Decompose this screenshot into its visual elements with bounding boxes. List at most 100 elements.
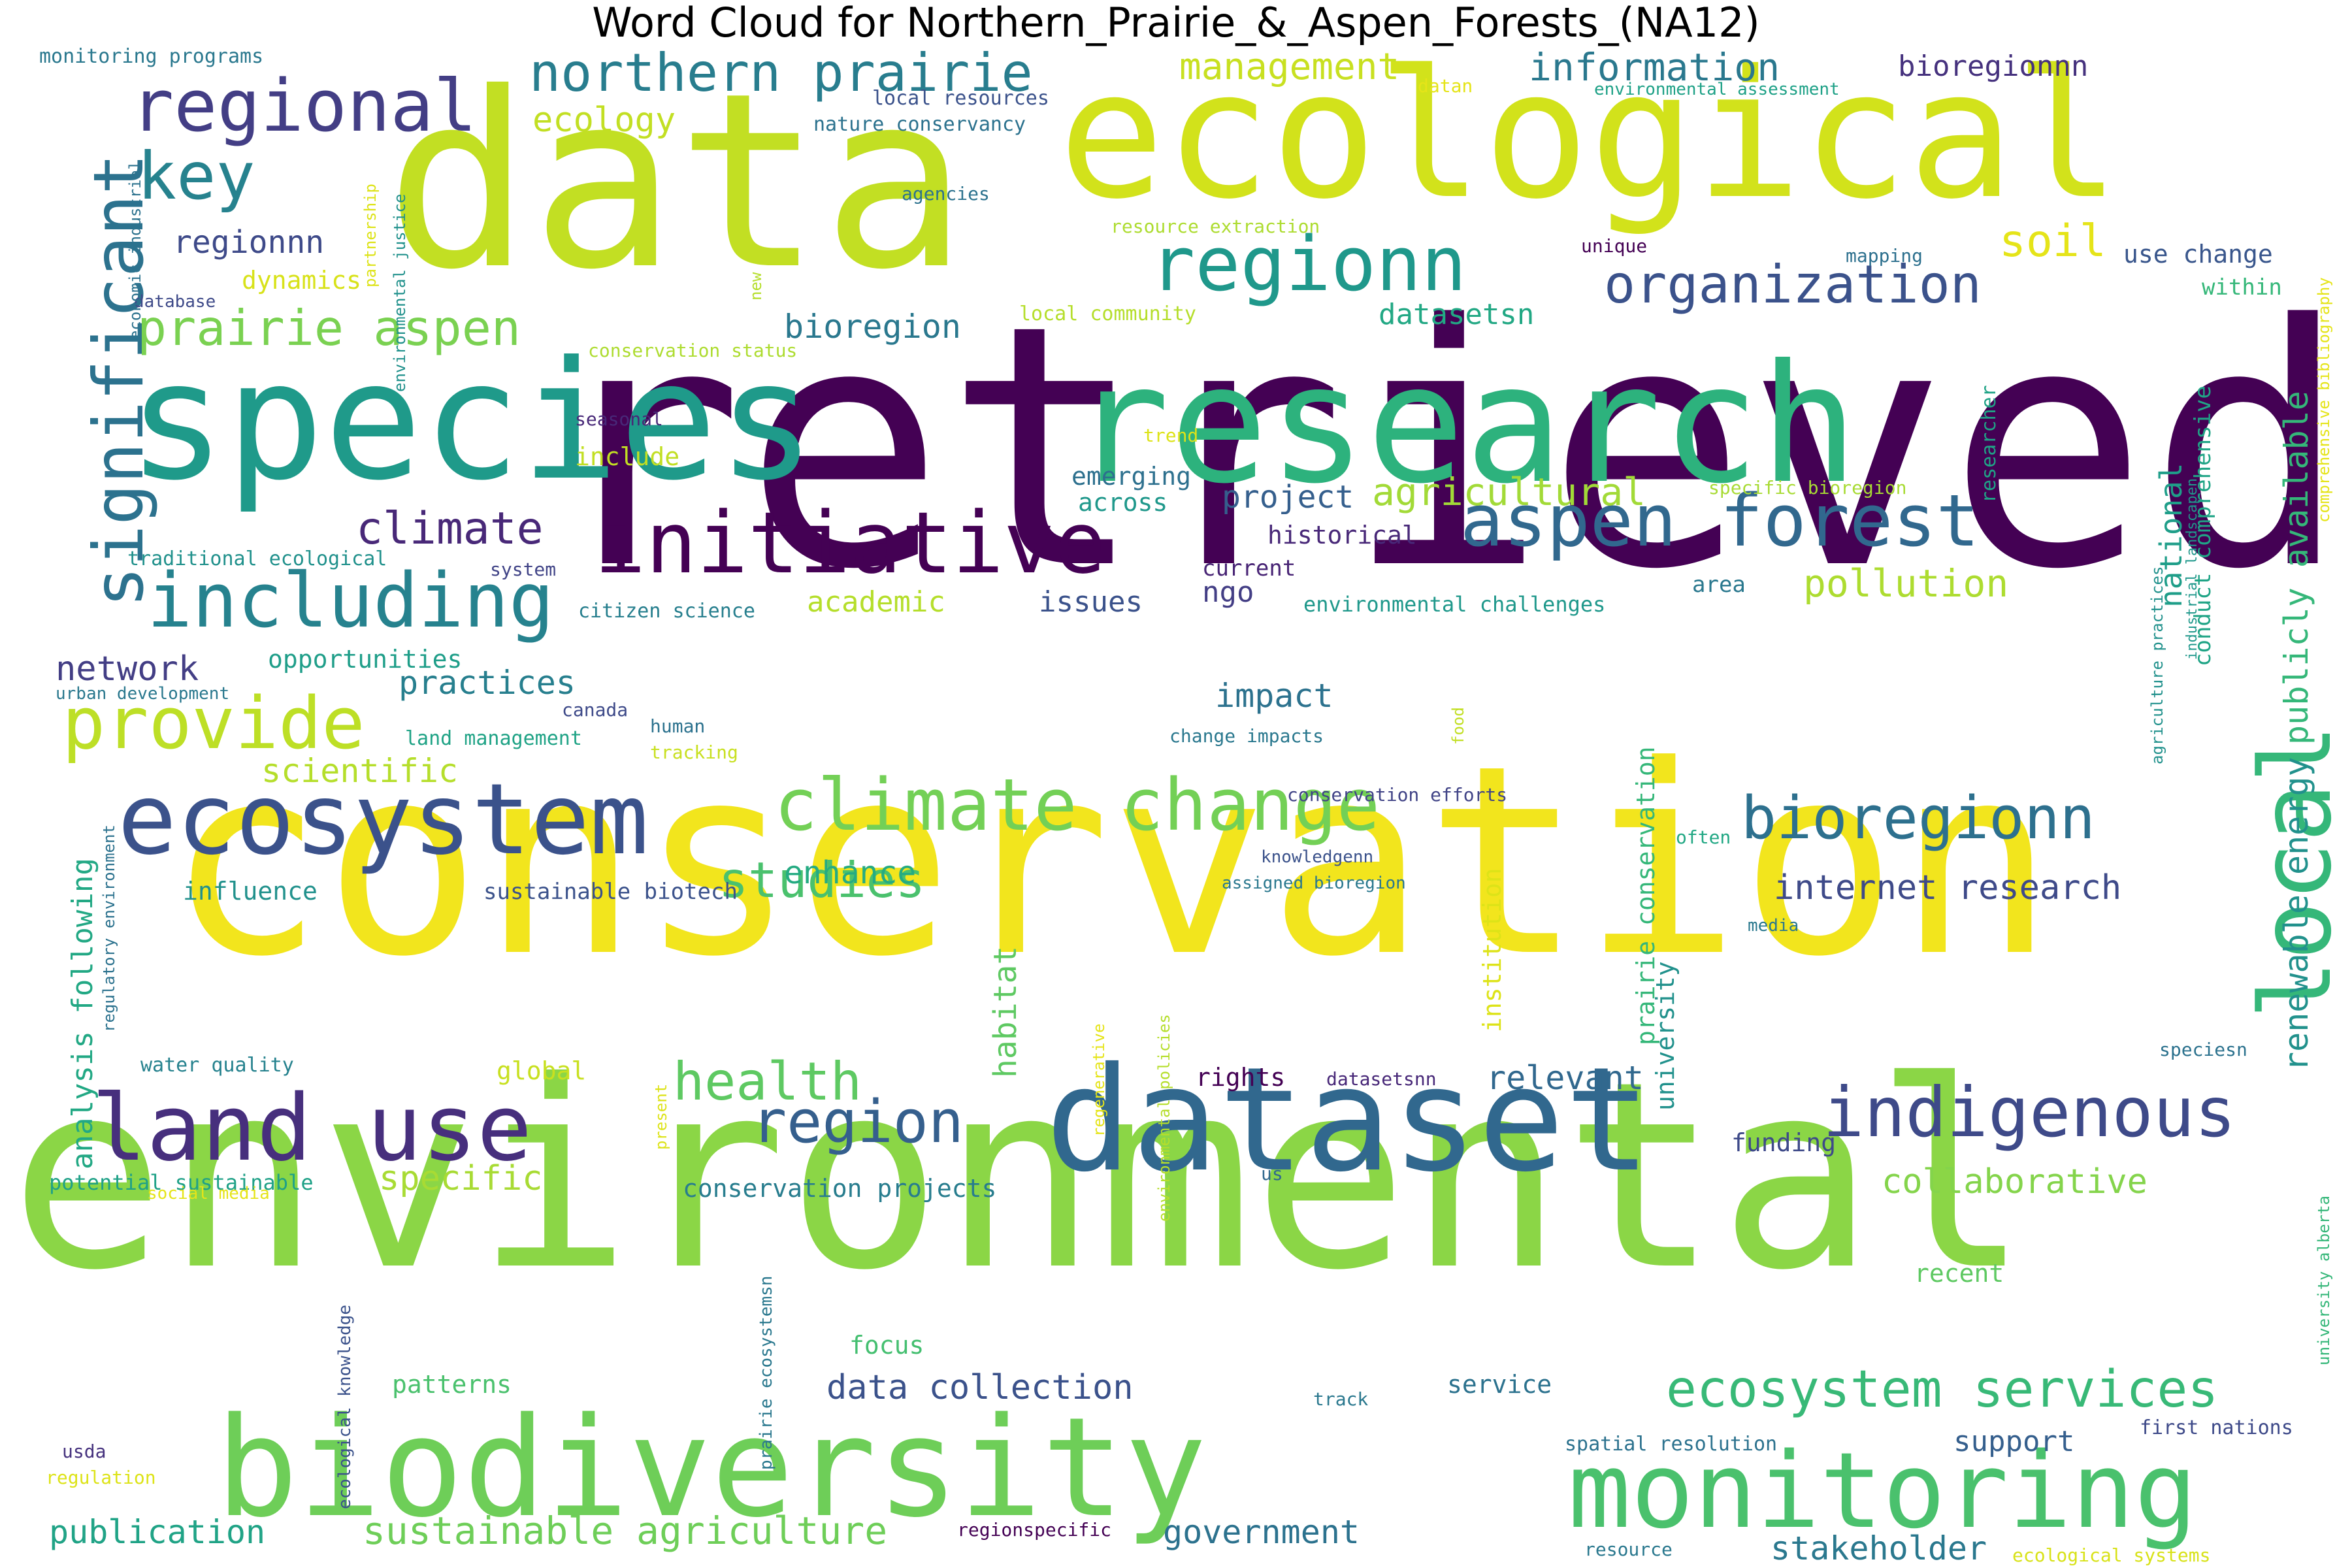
word-government: government bbox=[1163, 1513, 1360, 1551]
word-usda: usda bbox=[62, 1440, 106, 1462]
word-regenerative: regenerative bbox=[1090, 1023, 1108, 1137]
word-ecological-knowledge: ecological knowledge bbox=[335, 1304, 355, 1509]
word-initiative: initiative bbox=[595, 493, 1106, 593]
word-area: area bbox=[1692, 571, 1746, 598]
word-relevant: relevant bbox=[1486, 1059, 1644, 1097]
word-media: media bbox=[1748, 916, 1799, 936]
word-conservation: conservation bbox=[167, 710, 2055, 1014]
word-tracking: tracking bbox=[650, 741, 738, 763]
word-enhance: enhance bbox=[784, 854, 917, 891]
word-focus: focus bbox=[849, 1330, 924, 1360]
word-prairie-ecosystemsn: prairie ecosystemsn bbox=[757, 1275, 776, 1470]
word-regional: regional bbox=[131, 64, 477, 148]
word-conservation-projects: conservation projects bbox=[683, 1173, 997, 1203]
word-spatial-resolution: spatial resolution bbox=[1565, 1433, 1778, 1456]
word-opportunities: opportunities bbox=[268, 644, 463, 674]
word-health: health bbox=[673, 1051, 862, 1112]
word-land-use: land use bbox=[91, 1075, 532, 1182]
word-first-nations: first nations bbox=[2140, 1416, 2293, 1439]
word-prairie-conservation: prairie conservation bbox=[1631, 746, 1660, 1045]
word-trend: trend bbox=[1143, 424, 1199, 446]
word-knowledgenn: knowledgenn bbox=[1261, 847, 1374, 868]
word-us: us bbox=[1261, 1162, 1283, 1184]
word-influence: influence bbox=[183, 876, 318, 906]
word-climate: climate bbox=[356, 502, 544, 555]
word-recent: recent bbox=[1914, 1258, 2004, 1288]
word-human: human bbox=[650, 715, 706, 737]
word-data-collection: data collection bbox=[826, 1368, 1134, 1408]
word-conservation-efforts: conservation efforts bbox=[1287, 783, 1508, 806]
word-studies: studies bbox=[719, 851, 926, 909]
word-pollution: pollution bbox=[1803, 561, 2009, 606]
word-unique: unique bbox=[1581, 235, 1648, 257]
word-collaborative: collaborative bbox=[1882, 1162, 2148, 1202]
word-regulatory-environment: regulatory environment bbox=[100, 825, 118, 1032]
word-research: research bbox=[1071, 329, 1859, 519]
word-sustainable-agriculture: sustainable agriculture bbox=[363, 1508, 888, 1553]
word-bioregionn: bioregionn bbox=[1741, 784, 2095, 853]
word-use-change: use change bbox=[2123, 239, 2273, 269]
word-publication: publication bbox=[49, 1513, 266, 1551]
word-stakeholder: stakeholder bbox=[1771, 1529, 1987, 1567]
word-speciesn: speciesn bbox=[2159, 1038, 2247, 1060]
word-agriculture-practices: agriculture practices bbox=[2148, 566, 2166, 764]
word-issues: issues bbox=[1039, 585, 1143, 619]
word-practices: practices bbox=[399, 664, 576, 702]
word-environmental-policies: environmental policies bbox=[1155, 1014, 1173, 1222]
word-soil: soil bbox=[1999, 215, 2106, 267]
word-analysis-following: analysis following bbox=[66, 858, 99, 1169]
word-aspen-forest: aspen forest bbox=[1460, 479, 1980, 563]
word-ngo: ngo bbox=[1202, 575, 1254, 609]
word-assigned-bioregion: assigned bioregion bbox=[1222, 874, 1406, 894]
word-renewable-energy: renewable energy bbox=[2278, 757, 2315, 1071]
word-publicly-available: publicly available bbox=[2278, 391, 2315, 745]
word-datasetsnn: datasetsnn bbox=[1326, 1068, 1437, 1090]
word-rights: rights bbox=[1196, 1062, 1286, 1092]
word-new: new bbox=[747, 272, 765, 301]
word-agencies: agencies bbox=[902, 182, 990, 204]
word-database: database bbox=[134, 292, 216, 312]
word-researcher: researcher bbox=[1978, 385, 2001, 503]
word-provide: provide bbox=[62, 681, 365, 765]
word-network: network bbox=[56, 649, 199, 689]
word-environmental: environmental bbox=[10, 1026, 2030, 1327]
word-dataset: dataset bbox=[1045, 1036, 1652, 1203]
word-monitoring-programs: monitoring programs bbox=[39, 45, 264, 68]
word-academic: academic bbox=[807, 585, 945, 619]
word-urban-development: urban development bbox=[56, 684, 230, 704]
word-biodiversity: biodiversity bbox=[216, 1388, 1207, 1548]
word-traditional-ecological: traditional ecological bbox=[127, 547, 387, 570]
word-specific-bioregion: specific bioregion bbox=[1708, 476, 1907, 498]
word-economic-industrial: economic industrial bbox=[126, 160, 144, 340]
word-current: current bbox=[1202, 555, 1296, 581]
word-including: including bbox=[147, 557, 555, 645]
word-regionnn: regionnn bbox=[173, 223, 325, 261]
word-comprehensive-bibliography: comprehensive bibliography bbox=[2315, 277, 2333, 523]
word-ecosystem: ecosystem bbox=[118, 763, 649, 877]
word-ecological-systems: ecological systems bbox=[2012, 1544, 2211, 1566]
word-bioregion: bioregion bbox=[784, 308, 961, 346]
word-across: across bbox=[1078, 487, 1168, 517]
word-dynamics: dynamics bbox=[242, 265, 362, 295]
word-species: species bbox=[127, 326, 816, 516]
word-northern-prairie: northern prairie bbox=[529, 42, 1033, 103]
word-environmental-justice: environmental justice bbox=[391, 193, 409, 392]
word-service: service bbox=[1447, 1369, 1552, 1399]
word-management: management bbox=[1179, 46, 1400, 89]
word-often: often bbox=[1676, 826, 1731, 848]
word-impact: impact bbox=[1215, 677, 1333, 715]
word-institution: institution bbox=[1478, 868, 1507, 1032]
word-nature-conservancy: nature conservancy bbox=[813, 113, 1026, 136]
word-funding: funding bbox=[1731, 1128, 1837, 1157]
word-internet-research: internet research bbox=[1774, 868, 2122, 908]
word-emerging: emerging bbox=[1071, 461, 1192, 491]
word-agricultural: agricultural bbox=[1372, 469, 1646, 514]
word-industrial-landscapen: industrial landscapen bbox=[2184, 478, 2200, 660]
word-resource: resource bbox=[1584, 1538, 1673, 1560]
word-local-community: local community bbox=[1019, 302, 1196, 325]
word-citizen-science: citizen science bbox=[578, 600, 755, 623]
word-land-management: land management bbox=[405, 727, 582, 750]
word-university-alberta: university alberta bbox=[2315, 1195, 2333, 1365]
word-seasonal: seasonal bbox=[575, 408, 663, 430]
